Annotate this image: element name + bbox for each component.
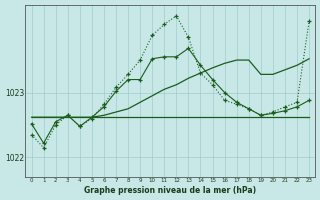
X-axis label: Graphe pression niveau de la mer (hPa): Graphe pression niveau de la mer (hPa) xyxy=(84,186,256,195)
